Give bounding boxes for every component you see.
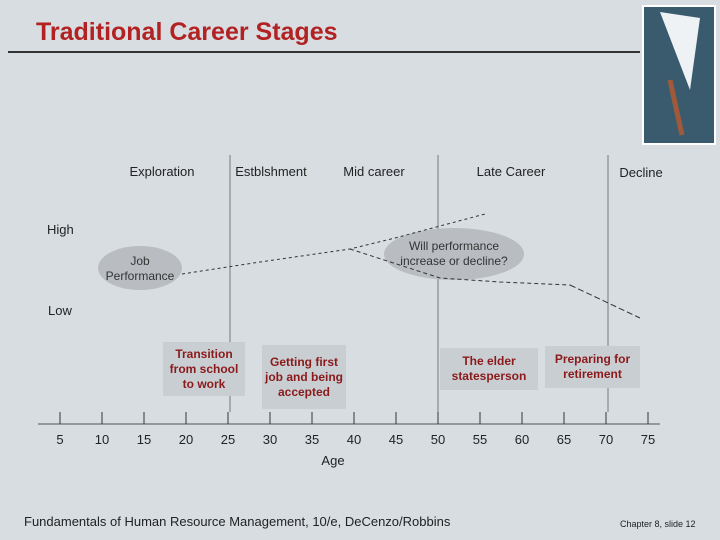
stage-label: Mid career xyxy=(343,164,405,179)
stage-label: Estblshment xyxy=(235,164,307,179)
level-label: High xyxy=(47,222,74,237)
sail xyxy=(660,12,700,90)
age-tick-label: 70 xyxy=(598,432,614,447)
footer-slide: Chapter 8, slide 12 xyxy=(620,519,696,529)
age-tick-label: 10 xyxy=(94,432,110,447)
callout-text: Will performance increase or decline? xyxy=(400,239,508,268)
callout-bubble xyxy=(98,246,182,290)
age-tick-label: 65 xyxy=(556,432,572,447)
age-tick-label: 40 xyxy=(346,432,362,447)
age-tick-label: 45 xyxy=(388,432,404,447)
age-tick-label: 60 xyxy=(514,432,530,447)
footer-source: Fundamentals of Human Resource Managemen… xyxy=(24,514,451,529)
age-tick-label: 75 xyxy=(640,432,656,447)
age-tick-label: 15 xyxy=(136,432,152,447)
age-tick-label: 25 xyxy=(220,432,236,447)
age-tick-label: 35 xyxy=(304,432,320,447)
stage-label: Late Career xyxy=(476,164,546,179)
callout-bubble xyxy=(384,228,524,280)
hull xyxy=(667,79,685,136)
axis-label: Age xyxy=(321,453,345,468)
stage-label: Decline xyxy=(619,165,663,180)
level-label: Low xyxy=(48,303,72,318)
performance-curve xyxy=(569,284,641,319)
age-tick-label: 5 xyxy=(56,432,64,447)
stage-box: The elder statesperson xyxy=(440,348,538,390)
age-tick-label: 55 xyxy=(472,432,488,447)
stage-box: Getting first job and being accepted xyxy=(262,345,346,409)
stage-box: Preparing for retirement xyxy=(545,346,640,388)
stage-box: Transition from school to work xyxy=(163,342,245,396)
age-tick-label: 20 xyxy=(178,432,194,447)
stage-label: Exploration xyxy=(129,164,195,179)
title: Traditional Career Stages xyxy=(36,18,338,46)
age-tick-label: 30 xyxy=(262,432,278,447)
performance-curve xyxy=(349,248,571,286)
callout-text: Job Performance xyxy=(105,254,175,283)
age-tick-label: 50 xyxy=(430,432,446,447)
